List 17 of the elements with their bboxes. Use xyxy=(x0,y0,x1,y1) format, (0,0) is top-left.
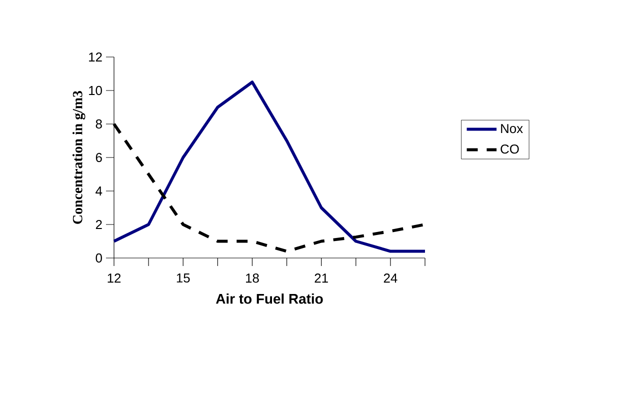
x-tick-label: 12 xyxy=(108,274,121,283)
legend-label: CO xyxy=(500,144,519,154)
y-tick-label: 6 xyxy=(96,152,102,162)
x-tick-label: 21 xyxy=(314,274,328,283)
y-tick-label: 0 xyxy=(96,253,102,263)
y-tick-label: 4 xyxy=(96,186,102,196)
x-axis-title: Air to Fuel Ratio xyxy=(216,294,323,304)
x-tick-label: 15 xyxy=(176,274,190,283)
y-tick-label: 8 xyxy=(96,119,102,129)
y-tick-label: 12 xyxy=(89,52,102,62)
legend-label: Nox xyxy=(501,124,523,134)
y-tick-label: 10 xyxy=(89,86,102,96)
y-axis-title: Concentration in g/m3 xyxy=(72,90,86,224)
y-tick-label: 2 xyxy=(96,220,102,230)
x-tick-label: 18 xyxy=(246,274,259,283)
line-series xyxy=(112,80,426,253)
x-tick-label: 24 xyxy=(384,274,398,283)
